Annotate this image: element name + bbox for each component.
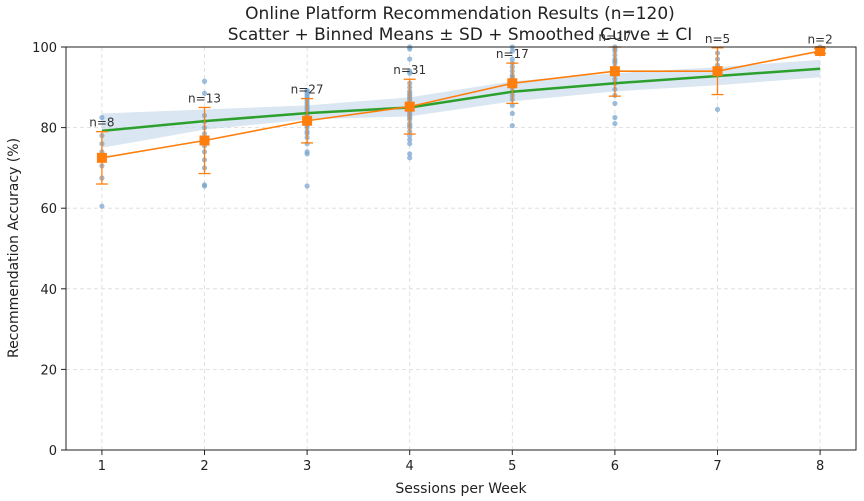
scatter-point	[509, 56, 515, 62]
n-label: n=2	[807, 33, 832, 47]
scatter-point	[304, 149, 310, 155]
chart-title: Online Platform Recommendation Results (…	[245, 4, 675, 24]
x-tick-label: 1	[98, 459, 106, 474]
y-tick-label: 100	[32, 41, 57, 56]
scatter-point	[201, 78, 208, 84]
smoothed-curve-group	[101, 67, 821, 133]
n-label: n=17	[496, 47, 529, 61]
scatter-point	[612, 114, 618, 121]
scatter-point	[99, 203, 105, 209]
scatter-point	[509, 48, 515, 54]
x-axis-label: Sessions per Week	[395, 481, 527, 497]
y-tick-label: 20	[40, 363, 57, 378]
x-tick-label: 2	[200, 459, 208, 474]
binned-mean-marker	[96, 152, 107, 163]
scatter-point	[509, 122, 515, 129]
scatter-point	[612, 120, 618, 127]
scatter-point	[201, 182, 208, 188]
scatter-point	[407, 151, 413, 157]
scatter-point	[612, 100, 618, 107]
binned-mean-marker	[609, 66, 620, 77]
scatter-point	[304, 183, 310, 189]
scatter-point	[714, 106, 721, 113]
x-tick-label: 5	[508, 459, 516, 474]
n-label: n=8	[89, 116, 114, 130]
x-tick-label: 8	[816, 459, 824, 474]
n-label: n=27	[291, 83, 324, 97]
scatter-point	[201, 90, 208, 96]
x-tick-label: 6	[611, 459, 619, 474]
y-tick-label: 60	[40, 202, 57, 217]
n-label: n=17	[598, 30, 631, 44]
scatter-point	[407, 155, 413, 161]
binned-mean-marker	[302, 115, 313, 126]
scatter-point	[407, 56, 413, 62]
scatter-point	[99, 114, 105, 121]
chart-subtitle: Scatter + Binned Means ± SD + Smoothed C…	[228, 25, 692, 45]
binned-mean-marker	[404, 101, 415, 112]
smoothed-curve-line	[101, 67, 821, 133]
x-tick-label: 3	[303, 459, 311, 474]
scatter-point	[407, 137, 413, 143]
binned-means-group	[95, 46, 827, 185]
binned-means-line	[101, 50, 821, 159]
scatter-point	[407, 141, 413, 147]
x-tick-label: 4	[406, 459, 414, 474]
binned-mean-marker	[507, 78, 518, 89]
scatter-point	[509, 110, 515, 117]
n-labels-group: n=8 n=13 n=27 n=31 n=17 n=17 n=5 n=2	[89, 30, 832, 129]
x-tick-label: 7	[713, 459, 721, 474]
binned-mean-marker	[199, 135, 210, 146]
binned-mean-marker	[712, 66, 723, 77]
scatter-point	[304, 87, 310, 94]
n-label: n=5	[705, 32, 730, 46]
scatter-point	[407, 68, 413, 74]
y-axis-label: Recommendation Accuracy (%)	[6, 138, 22, 358]
scatter-point	[509, 102, 515, 109]
y-tick-label: 40	[40, 283, 57, 298]
n-label: n=13	[188, 91, 221, 105]
y-tick-label: 0	[49, 444, 57, 459]
binned-mean-marker	[815, 46, 826, 57]
plot-frame	[65, 46, 857, 451]
y-tick-label: 80	[40, 122, 57, 137]
n-label: n=31	[393, 63, 426, 77]
